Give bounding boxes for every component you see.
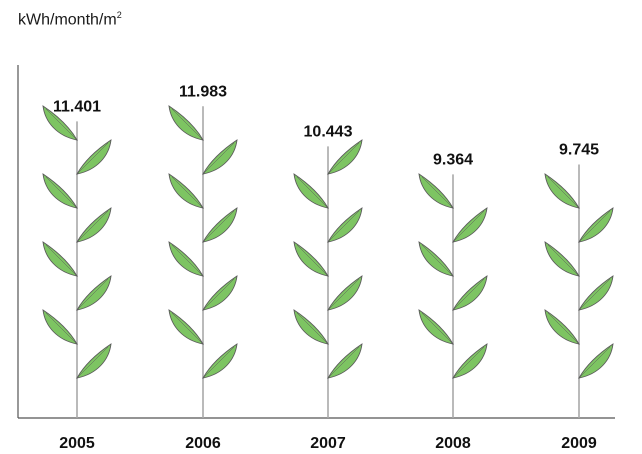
x-tick-label: 2006 xyxy=(185,435,221,452)
leaf-vein xyxy=(421,176,454,209)
value-label: 11.401 xyxy=(53,98,101,115)
leaf-vein xyxy=(171,108,204,141)
plant-bar-2005: 11.401 2005 xyxy=(42,98,112,452)
plant-bar-2007: 10.443 2007 xyxy=(293,123,363,452)
leaf-vein xyxy=(578,346,611,379)
leaf-vein xyxy=(45,176,78,209)
leaf-vein xyxy=(171,244,204,277)
leaf-vein xyxy=(327,142,360,175)
value-label: 10.443 xyxy=(304,123,353,140)
leaf-vein xyxy=(547,244,580,277)
leaf-vein xyxy=(202,142,235,175)
leaf-vein xyxy=(202,346,235,379)
leaf-vein xyxy=(578,278,611,311)
leaf-vein xyxy=(452,346,485,379)
leaf-vein xyxy=(76,210,109,243)
leaf-vein xyxy=(578,210,611,243)
leaf-vein xyxy=(202,278,235,311)
leaf-vein xyxy=(547,176,580,209)
value-label: 11.983 xyxy=(179,83,227,100)
x-tick-label: 2009 xyxy=(561,435,597,452)
leaf-vein xyxy=(296,312,329,345)
plant-bar-2009: 9.745 2009 xyxy=(544,141,614,452)
leaf-vein xyxy=(45,108,78,141)
leaf-vein xyxy=(76,346,109,379)
leaf-vein xyxy=(452,210,485,243)
leaf-vein xyxy=(327,210,360,243)
leaf-vein xyxy=(296,176,329,209)
value-label: 9.364 xyxy=(433,151,473,168)
x-tick-label: 2007 xyxy=(310,435,346,452)
leaf-vein xyxy=(296,244,329,277)
leaf-vein xyxy=(45,244,78,277)
plant-bar-2006: 11.983 2006 xyxy=(168,83,238,452)
leaf-vein xyxy=(421,244,454,277)
leaf-vein xyxy=(202,210,235,243)
leaf-vein xyxy=(76,278,109,311)
leaf-vein xyxy=(327,346,360,379)
leaf-vein xyxy=(171,312,204,345)
leaf-vein xyxy=(421,312,454,345)
x-tick-label: 2008 xyxy=(435,435,471,452)
x-tick-label: 2005 xyxy=(59,435,95,452)
leaf-vein xyxy=(76,142,109,175)
plant-bar-2008: 9.364 2008 xyxy=(418,151,488,452)
y-axis-unit-label: kWh/month/m2 xyxy=(18,10,122,29)
leaf-vein xyxy=(547,312,580,345)
leaf-vein xyxy=(171,176,204,209)
leaf-vein xyxy=(327,278,360,311)
leaf-vein xyxy=(45,312,78,345)
leaf-vein xyxy=(452,278,485,311)
value-label: 9.745 xyxy=(559,141,599,158)
